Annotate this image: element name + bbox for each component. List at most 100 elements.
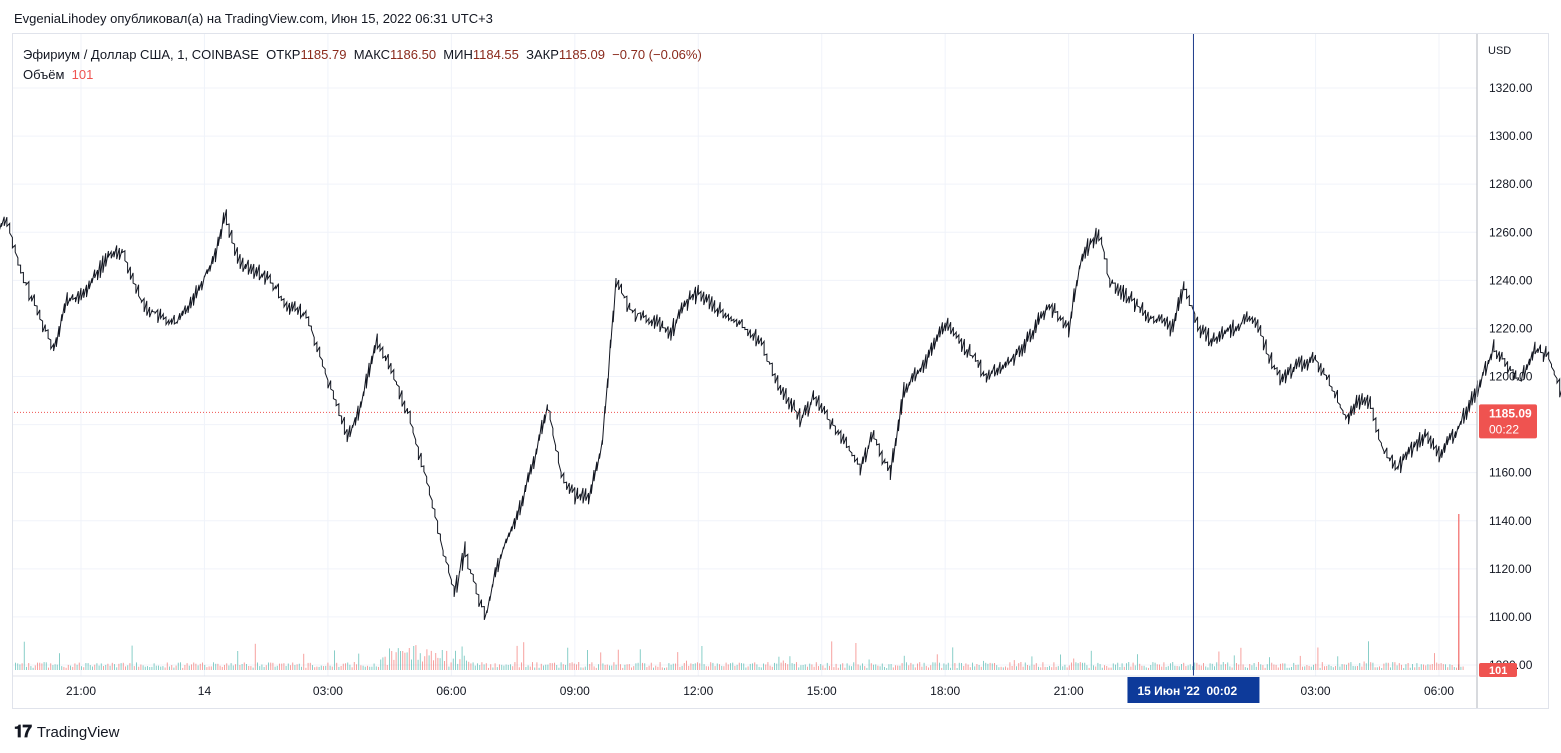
volume-bar (144, 666, 146, 670)
volume-bar (765, 664, 767, 670)
volume-bar (719, 664, 720, 670)
volume-bar (457, 663, 459, 670)
volume-bar (560, 662, 562, 670)
tradingview-logo-icon: 𝟏𝟕 (14, 722, 32, 741)
x-tick-label: 09:00 (560, 684, 590, 698)
volume-bar (1022, 666, 1024, 670)
volume-bar (226, 663, 228, 670)
volume-bar (142, 665, 144, 670)
volume-bar (182, 667, 184, 670)
volume-bar (998, 667, 1000, 670)
volume-bar (274, 666, 276, 670)
volume-bar (1445, 664, 1446, 670)
volume-bar (800, 665, 802, 670)
price-axis[interactable]: 1320.00 1300.00 1280.00 1260.00 1240.00 1220.… (1489, 81, 1533, 672)
volume-bar (191, 664, 192, 670)
volume-bar (1084, 662, 1086, 670)
volume-bar (763, 663, 764, 670)
volume-bar (1299, 655, 1301, 670)
volume-bar (1128, 662, 1130, 670)
volume-bar (1449, 664, 1451, 670)
volume-bar (1154, 662, 1156, 670)
volume-bar (1456, 667, 1457, 670)
volume-bar (338, 666, 340, 670)
volume-bar (741, 663, 742, 670)
volume-bar (604, 664, 606, 670)
volume-bar (712, 662, 714, 670)
volume-bar (503, 665, 505, 670)
volume-bar (903, 655, 905, 670)
volume-bar (1412, 664, 1413, 670)
volume-bar (230, 663, 232, 670)
volume-bar (752, 663, 753, 670)
volume-bar (692, 664, 694, 670)
volume-bar (1227, 662, 1229, 670)
footer-brand[interactable]: 𝟏𝟕 TradingView (14, 722, 119, 742)
volume-bar (1379, 666, 1380, 670)
volume-bar (1095, 666, 1097, 670)
volume-bar (897, 665, 899, 670)
volume-bar (1139, 663, 1141, 670)
volume-bar (1049, 665, 1050, 670)
volume-bar (613, 662, 615, 670)
volume-bar (59, 653, 60, 670)
y-tick-label: 1300.00 (1489, 129, 1533, 143)
volume-bar (334, 650, 335, 670)
volume-bar (477, 663, 478, 670)
volume-bar (1324, 666, 1325, 670)
volume-bar (138, 666, 140, 670)
volume-bar (1357, 666, 1358, 670)
volume-bar (1167, 666, 1169, 670)
volume-bar (470, 663, 472, 670)
volume-bar (791, 663, 793, 670)
volume-bar (87, 663, 89, 670)
volume-bar (688, 665, 690, 670)
volume-bar (177, 662, 179, 670)
volume-bar (329, 665, 331, 670)
volume-bar (37, 662, 38, 670)
volume-bar (463, 655, 465, 670)
volume-bar (1460, 666, 1462, 670)
volume-bar (494, 663, 496, 670)
volume-bar (270, 662, 272, 670)
volume-label[interactable]: Объём (23, 67, 65, 82)
volume-bar (958, 662, 960, 670)
volume-bar (1200, 665, 1202, 670)
volume-bar (499, 664, 500, 670)
volume-bar (1286, 667, 1288, 670)
volume-bar (492, 667, 494, 670)
volume-bar (246, 664, 247, 670)
volume-bar (45, 662, 47, 670)
volume-bar (41, 663, 43, 670)
volume-bar (415, 645, 417, 670)
volume-bar (1434, 653, 1435, 670)
volume-bar (1255, 666, 1257, 670)
volume-bar (1141, 665, 1143, 670)
volume-bar (881, 663, 883, 670)
time-axis[interactable]: 21:00 14 03:00 06:00 09:00 12:00 15:00 18:00 21:… (66, 684, 1454, 698)
volume-bar (1381, 668, 1383, 670)
volume-bar (307, 662, 309, 670)
volume-bar (1288, 667, 1290, 670)
y-tick-label: 1140.00 (1489, 514, 1532, 528)
volume-bar (840, 664, 841, 670)
volume-bar (811, 664, 813, 670)
volume-bar (1317, 647, 1319, 670)
symbol-label[interactable]: Эфириум / Доллар США, 1, COINBASE (23, 47, 259, 62)
volume-bar (133, 666, 135, 670)
x-tick-label: 06:00 (1424, 684, 1454, 698)
volume-bar (1326, 666, 1328, 670)
volume-bar (947, 662, 949, 670)
volume-bar (1086, 665, 1088, 670)
volume-bar (538, 667, 540, 670)
volume-bar (360, 665, 362, 670)
volume-bar (622, 667, 624, 670)
volume-bar (268, 662, 269, 670)
volume-bar (1077, 663, 1079, 670)
volume-bar (793, 663, 795, 670)
volume-bar (1005, 666, 1006, 670)
volume-bar (657, 666, 659, 670)
volume-bar (1253, 663, 1255, 670)
volume-bar (1291, 667, 1292, 670)
